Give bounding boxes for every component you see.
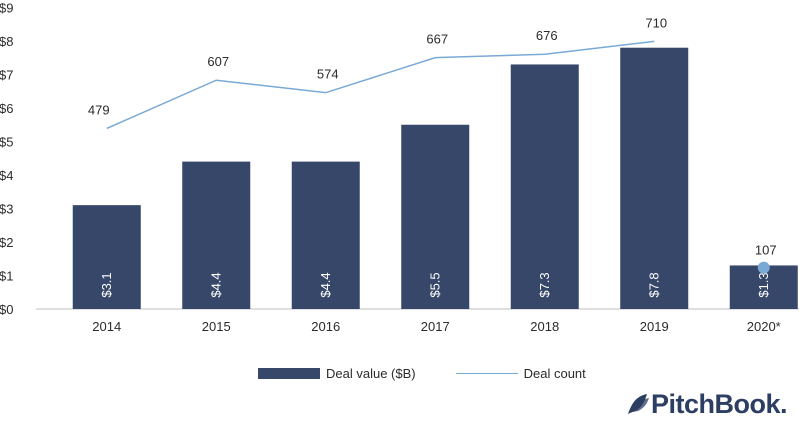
- count-value-label: 710: [645, 15, 667, 30]
- x-tick-label: 2015: [202, 319, 231, 334]
- pitchbook-logo: PitchBook.: [625, 389, 788, 420]
- deal-count-point: [757, 261, 770, 274]
- bar: [510, 64, 579, 309]
- count-label-group: 479 607 574 667 676 710 107: [88, 15, 777, 257]
- bar-value-label: $7.8: [646, 272, 661, 297]
- legend-line-label: Deal count: [523, 366, 586, 381]
- bar: [401, 124, 470, 309]
- x-tick-label: 2020*: [747, 319, 781, 334]
- y-tick-label: $8: [0, 34, 13, 49]
- bar-value-label: $7.3: [537, 272, 552, 297]
- x-tick-label: 2014: [92, 319, 121, 334]
- y-tick-label: $3: [0, 202, 13, 217]
- y-tick-label: $1: [0, 269, 13, 284]
- bar-value-label: $4.4: [318, 272, 333, 297]
- x-tick-label: 2017: [421, 319, 450, 334]
- deal-count-line: [106, 40, 655, 130]
- y-tick-label: $9: [0, 1, 13, 16]
- y-tick-label: $5: [0, 135, 13, 150]
- bar-value-label: $4.4: [208, 272, 223, 297]
- y-tick-label: $2: [0, 235, 13, 250]
- y-tick-label: $7: [0, 68, 13, 83]
- count-value-label: 667: [426, 32, 448, 47]
- x-axis: 2014 2015 2016 2017 2018 2019 2020*: [92, 319, 780, 334]
- bar-value-label: $1.3: [756, 272, 771, 297]
- bar-label-group: $3.1 $4.4 $4.4 $5.5 $7.3 $7.8 $1.3: [99, 272, 771, 297]
- legend: Deal value ($B) Deal count: [258, 366, 586, 381]
- legend-line-swatch: [455, 373, 518, 374]
- count-value-label: 479: [88, 102, 110, 117]
- count-value-label: 676: [536, 28, 558, 43]
- bar: [620, 47, 689, 309]
- y-tick-label: $4: [0, 168, 13, 183]
- bar-value-label: $5.5: [427, 272, 442, 297]
- bar: [291, 161, 360, 309]
- bar: [182, 161, 251, 309]
- y-tick-label: $0: [0, 302, 13, 317]
- count-value-label: 574: [317, 67, 339, 82]
- x-tick-label: 2019: [640, 319, 669, 334]
- bar-series: [72, 47, 798, 309]
- count-value-label: 107: [755, 243, 777, 258]
- count-value-label: 607: [207, 54, 229, 69]
- x-tick-label: 2016: [311, 319, 340, 334]
- bar: [72, 205, 141, 309]
- line-series: [106, 40, 770, 274]
- legend-bar-swatch: [258, 368, 320, 379]
- bar-value-label: $3.1: [99, 272, 114, 297]
- y-tick-label: $6: [0, 101, 13, 116]
- legend-bar-label: Deal value ($B): [326, 366, 416, 381]
- logo-text: PitchBook.: [650, 389, 788, 419]
- y-axis: $0 $1 $2 $3 $4 $5 $6 $7 $8 $9: [0, 1, 13, 318]
- pitchbook-flag-icon: [627, 393, 649, 414]
- chart: $0 $1 $2 $3 $4 $5 $6 $7 $8 $9 $3.1 $4.4 $4.4 $5.5 $7.…: [0, 1, 799, 334]
- x-tick-label: 2018: [530, 319, 559, 334]
